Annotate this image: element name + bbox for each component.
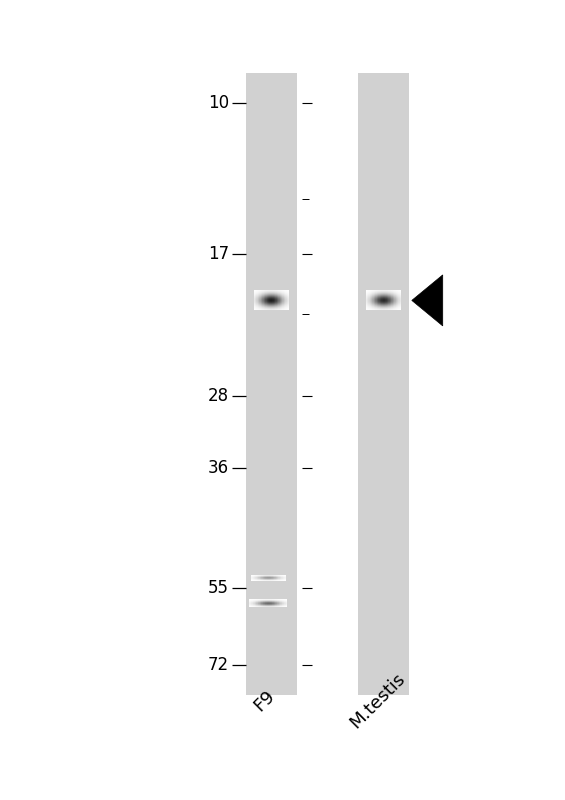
Text: 28: 28 — [208, 387, 229, 405]
Text: M.testis: M.testis — [346, 670, 408, 732]
Bar — [358, 73, 409, 695]
Text: 10: 10 — [208, 94, 229, 112]
Text: 72: 72 — [208, 656, 229, 674]
Bar — [246, 73, 297, 695]
Text: F9: F9 — [251, 686, 279, 714]
Text: 17: 17 — [208, 245, 229, 263]
Text: 55: 55 — [208, 579, 229, 598]
Text: 36: 36 — [208, 458, 229, 477]
Polygon shape — [412, 275, 443, 326]
